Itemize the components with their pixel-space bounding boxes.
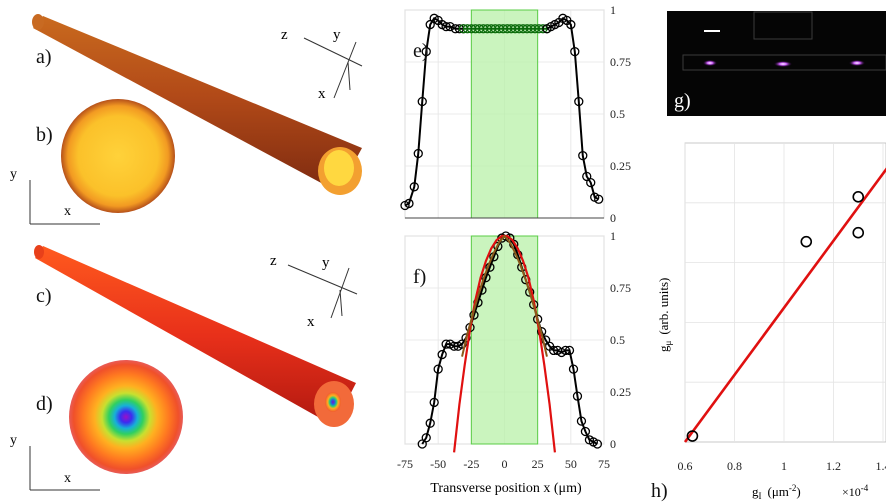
- data-point: [594, 194, 604, 204]
- chart-h-xlabel: gI (μm-2): [752, 483, 801, 501]
- x-tick-label: -75: [397, 457, 413, 471]
- chart-f: 0 0.25 0.5 0.75 1 -75 -50 -25 0 25 50 75: [397, 229, 631, 471]
- data-point: [686, 430, 699, 442]
- triad-top: [303, 37, 363, 99]
- axes-b-y: y: [10, 167, 17, 182]
- disc-d: [69, 360, 183, 474]
- data-point: [493, 241, 503, 252]
- x-tick-label: 1.2: [826, 459, 841, 473]
- triad-top-y: y: [333, 27, 341, 43]
- y-tick-label: 0.5: [610, 107, 625, 121]
- chart-h: 0.6 0.8 1 1.2 1.4 gI(μm-2) ×10-4 gμ(arb. units): [656, 142, 886, 501]
- chart-e: 0 0.25 0.5 0.75 1: [400, 3, 631, 225]
- x-tick-label: 1.4: [875, 459, 886, 473]
- image-g: [667, 11, 886, 116]
- series-line: [461, 234, 548, 357]
- data-point: [800, 235, 813, 248]
- fit-line: [683, 167, 886, 443]
- data-point: [568, 364, 579, 374]
- x-tick-label: 0.6: [678, 459, 693, 473]
- triad-top-z: z: [281, 27, 288, 43]
- disc-b: [61, 99, 175, 213]
- triad-bottom: [287, 264, 358, 319]
- y-tick-label: 1: [610, 3, 616, 17]
- rod-a: [32, 14, 362, 195]
- y-tick-label: 0.25: [610, 159, 631, 173]
- panel-label-c: c): [36, 285, 52, 307]
- plot-frame: [684, 142, 886, 443]
- data-point: [433, 364, 443, 374]
- panel-label-e: e): [413, 40, 429, 62]
- panel-label-d: d): [36, 393, 53, 415]
- panel-label-g: g): [674, 90, 691, 112]
- data-point: [570, 46, 580, 57]
- data-point: [441, 21, 451, 32]
- shaded-region: [470, 235, 539, 445]
- axes-b: [29, 180, 100, 225]
- x-tick-label: 0.8: [727, 459, 742, 473]
- panel-label-f: f): [413, 266, 426, 288]
- axes-d: [29, 446, 100, 491]
- chart-h-ylabel: gμ(arb. units): [656, 278, 673, 352]
- axes-b-x: x: [64, 204, 71, 219]
- data-point: [437, 349, 447, 360]
- x-tick-label: -50: [430, 457, 446, 471]
- data-point: [425, 418, 435, 428]
- triad-bottom-y: y: [322, 255, 330, 271]
- x-tick-label: 0: [502, 457, 508, 471]
- triad-bottom-x: x: [307, 314, 315, 330]
- data-point: [852, 191, 865, 203]
- data-point: [580, 426, 591, 437]
- y-tick-label: 0.75: [610, 281, 631, 295]
- rod-c: [34, 245, 356, 427]
- data-point: [564, 345, 575, 356]
- y-tick-label: 0.25: [610, 385, 631, 399]
- shaded-region: [470, 9, 539, 219]
- triad-bottom-z: z: [270, 253, 277, 269]
- data-point: [409, 182, 419, 192]
- data-point: [576, 416, 587, 426]
- data-point: [417, 96, 427, 107]
- x-tick-label: -25: [463, 457, 479, 471]
- data-point: [404, 198, 414, 209]
- data-point: [429, 397, 439, 408]
- chart-h-multiplier: ×10-4: [842, 483, 869, 499]
- data-point: [560, 345, 571, 356]
- x-tick-label: 50: [565, 457, 577, 471]
- y-tick-label: 0: [610, 211, 616, 225]
- panel-label-a: a): [36, 46, 52, 68]
- data-point: [566, 19, 576, 30]
- data-point: [572, 391, 583, 401]
- y-tick-label: 1: [610, 229, 616, 243]
- axes-d-y: y: [10, 433, 17, 448]
- y-tick-label: 0.75: [610, 55, 631, 69]
- x-tick-label: 1: [781, 459, 787, 473]
- y-tick-label: 0.5: [610, 333, 625, 347]
- y-tick-label: 0: [610, 437, 616, 451]
- data-point: [421, 46, 431, 57]
- data-point: [421, 433, 431, 443]
- chart-f-xlabel: Transverse position x (μm): [430, 481, 582, 496]
- axes-d-x: x: [64, 471, 71, 486]
- data-point: [578, 150, 588, 161]
- panel-label-b: b): [36, 124, 53, 146]
- data-point: [592, 439, 603, 449]
- x-tick-label: 75: [598, 457, 610, 471]
- data-point: [445, 21, 455, 32]
- data-point: [413, 148, 423, 159]
- data-point: [586, 177, 596, 188]
- data-point: [852, 226, 865, 239]
- panel-label-h: h): [651, 480, 668, 502]
- triad-top-x: x: [318, 86, 326, 102]
- data-point: [574, 96, 584, 107]
- x-tick-label: 25: [532, 457, 544, 471]
